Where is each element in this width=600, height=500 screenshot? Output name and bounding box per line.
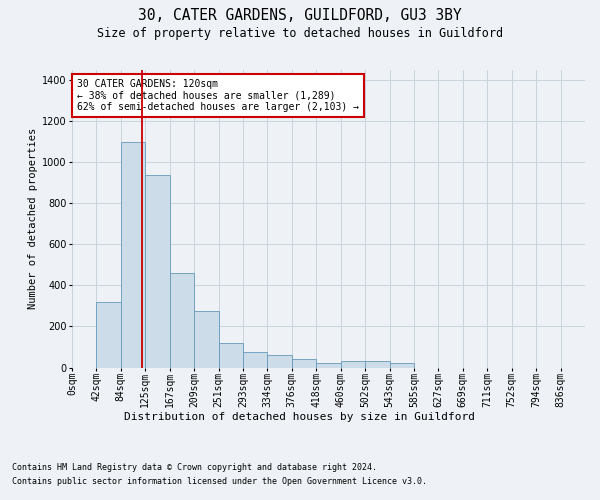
Text: 30 CATER GARDENS: 120sqm
← 38% of detached houses are smaller (1,289)
62% of sem: 30 CATER GARDENS: 120sqm ← 38% of detach…	[77, 79, 359, 112]
Bar	[145, 174, 170, 368]
Bar	[97, 302, 121, 368]
Bar	[341, 362, 365, 368]
Bar	[316, 364, 341, 368]
Bar	[170, 273, 194, 368]
Bar	[243, 352, 268, 368]
Bar	[268, 355, 292, 368]
Bar	[121, 142, 145, 368]
Text: 30, CATER GARDENS, GUILDFORD, GU3 3BY: 30, CATER GARDENS, GUILDFORD, GU3 3BY	[138, 8, 462, 22]
Text: Distribution of detached houses by size in Guildford: Distribution of detached houses by size …	[125, 412, 476, 422]
Text: Contains HM Land Registry data © Crown copyright and database right 2024.: Contains HM Land Registry data © Crown c…	[12, 462, 377, 471]
Text: Size of property relative to detached houses in Guildford: Size of property relative to detached ho…	[97, 28, 503, 40]
Y-axis label: Number of detached properties: Number of detached properties	[28, 128, 38, 310]
Bar	[194, 311, 218, 368]
Text: Contains public sector information licensed under the Open Government Licence v3: Contains public sector information licen…	[12, 478, 427, 486]
Bar	[389, 364, 414, 368]
Bar	[292, 360, 316, 368]
Bar	[365, 362, 389, 368]
Bar	[218, 343, 243, 367]
